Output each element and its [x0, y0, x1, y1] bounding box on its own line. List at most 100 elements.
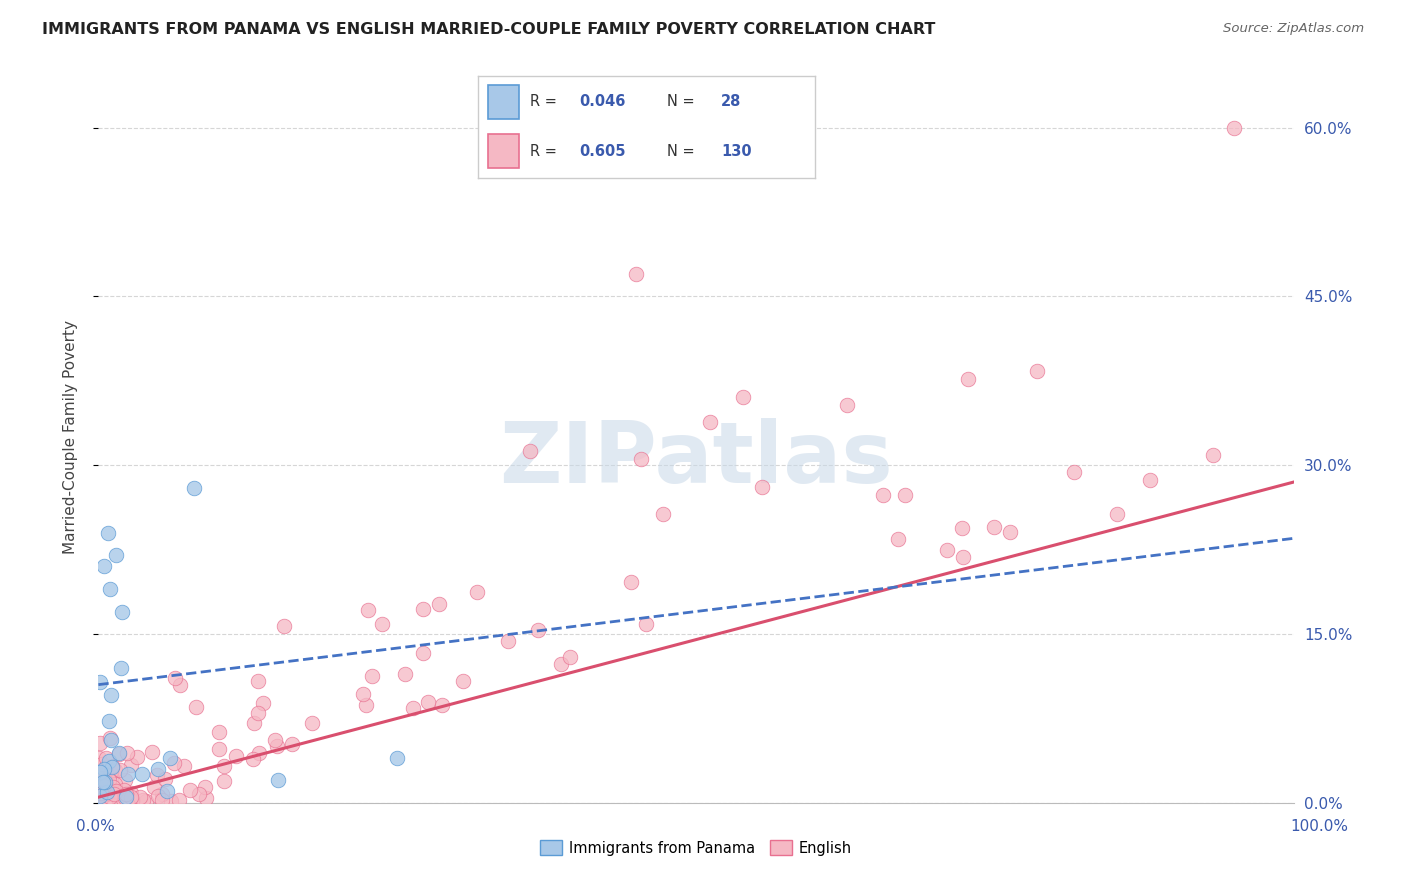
- Point: [153, 772, 176, 786]
- Point: [93, 766, 115, 780]
- Point: [107, 747, 129, 761]
- Point: [194, 780, 217, 794]
- Point: [117, 767, 139, 781]
- Point: [114, 772, 136, 787]
- FancyBboxPatch shape: [488, 135, 519, 168]
- Point: [252, 696, 274, 710]
- Point: [98, 582, 122, 596]
- Point: [100, 733, 122, 747]
- Point: [195, 790, 218, 805]
- Point: [173, 758, 195, 772]
- Point: [89, 793, 111, 807]
- Point: [894, 487, 917, 501]
- Point: [115, 787, 138, 801]
- Point: [120, 793, 142, 807]
- Point: [146, 789, 169, 804]
- Point: [357, 603, 380, 617]
- Point: [1202, 448, 1225, 462]
- Point: [247, 674, 270, 689]
- Point: [131, 793, 153, 807]
- Point: [89, 751, 111, 765]
- Point: [1105, 507, 1128, 521]
- Point: [162, 756, 184, 770]
- Point: [430, 698, 453, 713]
- Point: [100, 764, 122, 778]
- Point: [394, 667, 416, 681]
- Point: [91, 764, 114, 778]
- Point: [90, 763, 112, 777]
- Point: [93, 780, 115, 794]
- Point: [402, 701, 425, 715]
- Text: ZIPatlas: ZIPatlas: [499, 417, 893, 500]
- Text: 0.046: 0.046: [579, 95, 626, 110]
- Point: [145, 768, 167, 782]
- Point: [100, 688, 122, 702]
- Point: [114, 791, 136, 805]
- Point: [952, 549, 974, 564]
- Point: [936, 543, 959, 558]
- Point: [950, 521, 973, 535]
- Point: [371, 617, 394, 632]
- Point: [90, 787, 112, 801]
- Point: [104, 777, 127, 791]
- Point: [93, 559, 115, 574]
- Point: [731, 390, 754, 404]
- Point: [91, 788, 114, 802]
- Point: [956, 372, 979, 386]
- Point: [98, 773, 121, 788]
- Point: [96, 785, 118, 799]
- Point: [98, 731, 121, 746]
- Point: [127, 749, 149, 764]
- Point: [101, 760, 124, 774]
- Point: [121, 793, 143, 807]
- Point: [281, 737, 304, 751]
- Point: [354, 698, 377, 713]
- Point: [169, 678, 191, 692]
- Point: [94, 778, 117, 792]
- Point: [94, 787, 117, 801]
- Point: [519, 444, 541, 458]
- Text: N =: N =: [666, 144, 699, 159]
- Point: [96, 751, 118, 765]
- Point: [1139, 473, 1161, 487]
- Text: 28: 28: [721, 95, 741, 110]
- Point: [183, 481, 205, 495]
- Text: 100.0%: 100.0%: [1289, 820, 1348, 834]
- Point: [385, 751, 409, 765]
- Point: [527, 623, 550, 637]
- Point: [165, 671, 187, 685]
- Point: [97, 525, 120, 540]
- Point: [105, 783, 128, 797]
- Point: [699, 415, 721, 429]
- Point: [96, 793, 118, 807]
- Point: [114, 790, 136, 805]
- Point: [100, 781, 122, 796]
- Point: [887, 532, 910, 546]
- Point: [496, 634, 519, 648]
- Point: [107, 746, 129, 760]
- Point: [1223, 120, 1246, 135]
- Point: [110, 763, 132, 777]
- Point: [266, 739, 288, 753]
- Point: [108, 793, 131, 807]
- Point: [135, 793, 157, 807]
- Point: [243, 715, 266, 730]
- Point: [148, 762, 170, 776]
- Point: [152, 787, 174, 801]
- Point: [131, 766, 153, 780]
- Point: [416, 695, 439, 709]
- Y-axis label: Married-Couple Family Poverty: Married-Couple Family Poverty: [63, 320, 77, 554]
- Point: [352, 687, 374, 701]
- Point: [128, 789, 150, 804]
- Point: [94, 788, 117, 802]
- Point: [267, 773, 290, 788]
- Point: [188, 787, 211, 801]
- FancyBboxPatch shape: [488, 85, 519, 119]
- Point: [652, 507, 675, 521]
- Point: [97, 755, 120, 769]
- Point: [111, 605, 134, 619]
- Point: [94, 772, 117, 787]
- Point: [273, 619, 295, 633]
- Point: [98, 714, 121, 728]
- Point: [93, 767, 115, 781]
